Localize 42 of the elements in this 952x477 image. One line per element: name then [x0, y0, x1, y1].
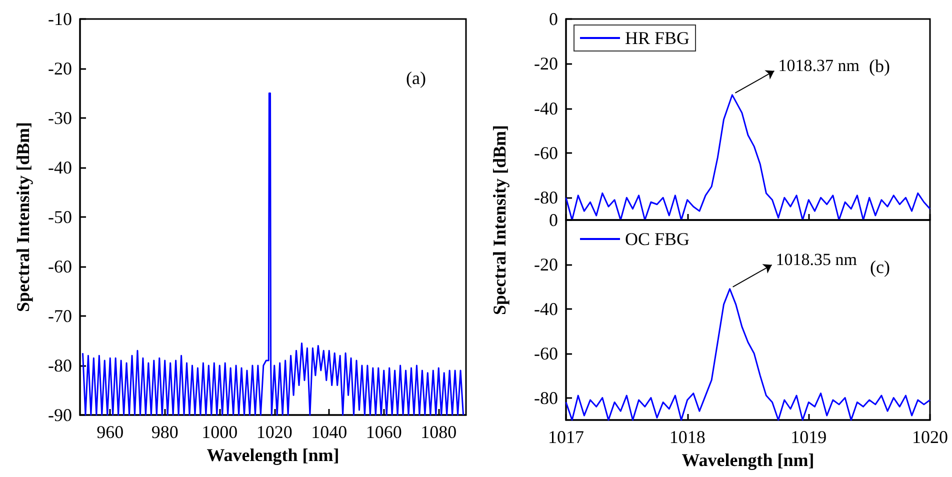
- x-tick-label: 1040: [311, 422, 348, 442]
- line-series: [82, 92, 464, 416]
- y-tick-label: -20: [534, 254, 558, 274]
- y-tick-label: 0: [549, 210, 558, 230]
- y-tick-label: -40: [48, 158, 72, 178]
- annotation: (b): [869, 56, 890, 76]
- y-tick-label: -40: [534, 98, 558, 118]
- y-axis-title: Spectral Intensity [dBm]: [13, 122, 33, 312]
- x-tick-label: 1000: [202, 422, 238, 442]
- annotation: 1018.35 nm: [776, 250, 858, 269]
- y-tick-label: -40: [534, 298, 558, 319]
- y-tick-label: -50: [48, 207, 72, 227]
- y-tick-label: -80: [48, 356, 72, 376]
- x-tick-label: 1020: [912, 427, 948, 447]
- x-tick-label: 960: [96, 422, 124, 442]
- y-tick-label: -90: [48, 405, 72, 425]
- x-tick-label: 1018: [669, 427, 706, 447]
- y-tick-label: -60: [534, 343, 558, 364]
- y-tick-label: -10: [48, 9, 72, 29]
- y-tick-label: -70: [48, 306, 72, 326]
- y-tick-label: -20: [48, 58, 72, 78]
- y-tick-label: -30: [48, 108, 72, 128]
- x-tick-label: 1019: [790, 427, 827, 447]
- y-axis-title: Spectral Intensity [dBm]: [490, 125, 510, 315]
- x-tick-label: 1017: [548, 427, 584, 447]
- x-axis-title: Wavelength [nm]: [206, 444, 340, 465]
- y-tick-label: -80: [534, 188, 558, 208]
- y-tick-label: -60: [48, 256, 72, 276]
- x-tick-label: 1080: [420, 422, 457, 442]
- x-tick-label: 1020: [256, 422, 292, 442]
- legend-label: HR FBG: [625, 28, 690, 48]
- y-tick-label: -60: [534, 143, 558, 163]
- legend-label: OC FBG: [625, 229, 690, 249]
- x-tick-label: 1060: [366, 422, 402, 442]
- annotation: (a): [406, 68, 426, 88]
- x-axis-title: Wavelength [nm]: [682, 450, 814, 470]
- x-tick-label: 980: [151, 422, 178, 442]
- y-tick-label: 0: [549, 9, 558, 29]
- annotation: 1018.37 nm: [778, 56, 860, 75]
- y-tick-label: -20: [534, 54, 558, 74]
- annotation: (c): [870, 257, 890, 277]
- y-tick-label: -80: [534, 388, 558, 408]
